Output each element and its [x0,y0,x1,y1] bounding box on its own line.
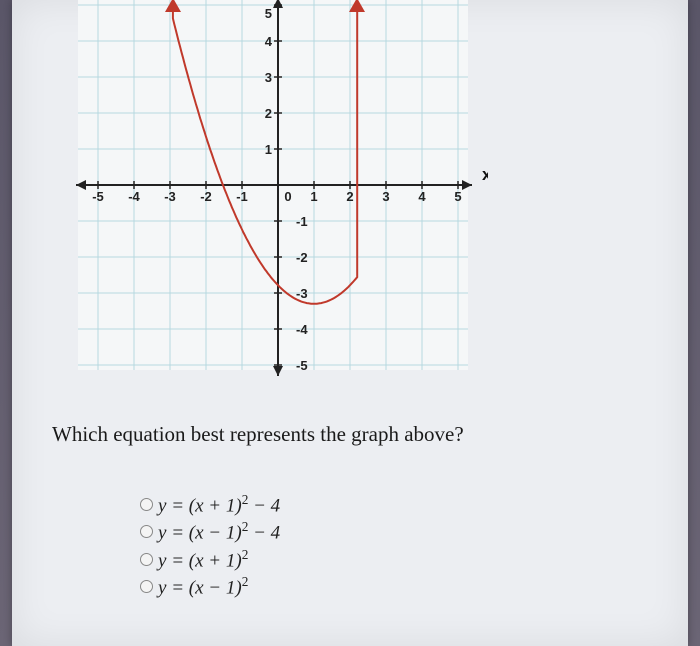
xtick: -3 [164,189,176,204]
option-c[interactable]: y = (x + 1)2 [140,547,280,572]
option-formula: y = (x + 1)2 [158,547,248,572]
worksheet-paper: -5 -4 -3 -2 -1 0 1 2 3 4 5 1 2 3 4 5 -1 … [12,0,688,646]
xtick: 3 [382,189,389,204]
option-a[interactable]: y = (x + 1)2 − 4 [140,492,280,517]
ytick: 2 [265,106,272,121]
ytick: -1 [296,214,308,229]
radio-icon[interactable] [140,553,153,566]
xtick: -5 [92,189,104,204]
answer-options: y = (x + 1)2 − 4 y = (x − 1)2 − 4 y = (x… [140,490,280,601]
ytick: -4 [296,322,308,337]
option-formula: y = (x + 1)2 − 4 [158,492,280,517]
radio-icon[interactable] [140,580,153,593]
option-formula: y = (x − 1)2 − 4 [158,519,280,544]
radio-icon[interactable] [140,525,153,538]
ytick: 5 [265,6,272,21]
question-text: Which equation best represents the graph… [52,422,464,447]
ytick: 1 [265,142,272,157]
ytick: -2 [296,250,308,265]
radio-icon[interactable] [140,498,153,511]
option-b[interactable]: y = (x − 1)2 − 4 [140,519,280,544]
xtick: -2 [200,189,212,204]
xtick: 0 [284,189,291,204]
option-d[interactable]: y = (x − 1)2 [140,574,280,599]
ytick: 4 [265,34,273,49]
xtick: 5 [454,189,461,204]
ytick: -5 [296,358,308,373]
xtick: 1 [310,189,317,204]
xtick: 2 [346,189,353,204]
ytick: 3 [265,70,272,85]
xtick: -1 [236,189,248,204]
x-axis-label: x [482,165,488,184]
xtick: 4 [418,189,426,204]
parabola-graph: -5 -4 -3 -2 -1 0 1 2 3 4 5 1 2 3 4 5 -1 … [58,0,488,390]
xtick: -4 [128,189,140,204]
ytick: -3 [296,286,308,301]
option-formula: y = (x − 1)2 [158,574,248,599]
